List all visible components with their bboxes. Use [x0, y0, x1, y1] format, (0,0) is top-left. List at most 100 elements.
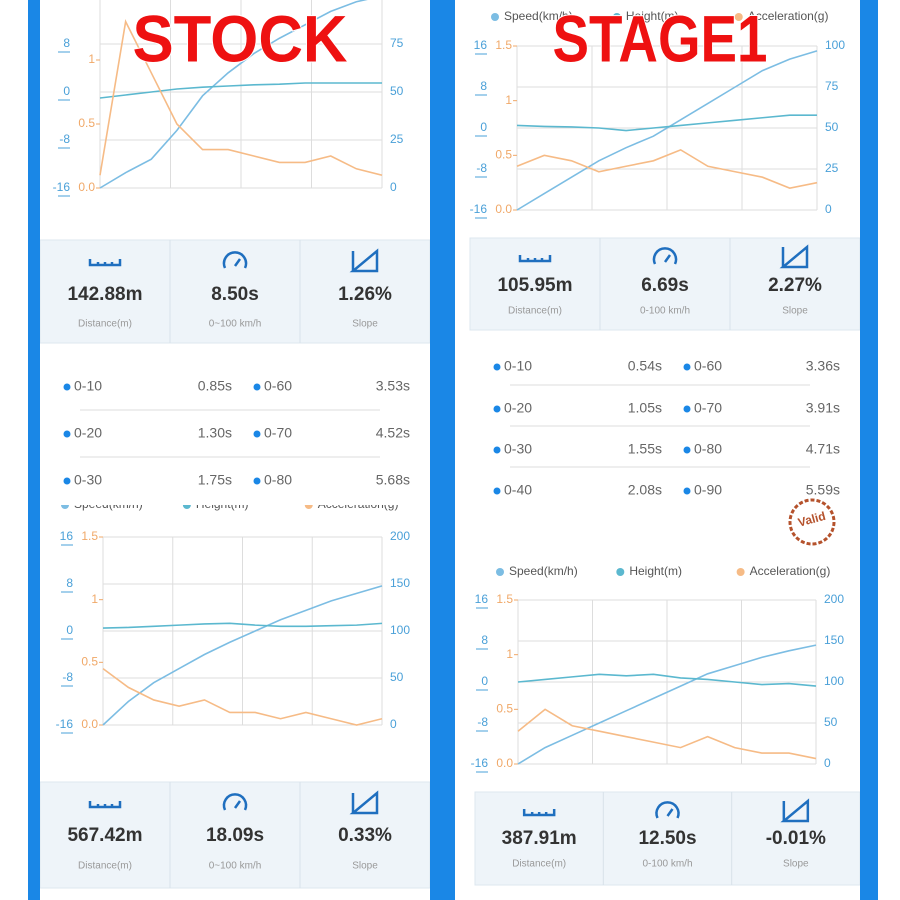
y-tick-label: 0: [390, 717, 397, 731]
split-range: 0-70: [264, 425, 292, 441]
y2-tick-label: -16: [56, 717, 74, 731]
series-line: [517, 708, 817, 760]
y2-tick-label: -8: [476, 161, 487, 175]
speed-icon: [655, 801, 680, 819]
blue-edge: [28, 0, 40, 900]
series-line: [102, 622, 383, 629]
stats-bar: [469, 237, 860, 331]
y-tick-label: 50: [390, 670, 404, 684]
split-dot: [253, 383, 261, 391]
y-tick-label: 0: [824, 756, 831, 770]
y3-tick-label: 1: [506, 647, 513, 661]
y-tick-label: 200: [390, 529, 410, 543]
y-tick-label: 25: [825, 161, 839, 175]
legend-label: Height(m): [629, 564, 682, 578]
y2-tick-label: 8: [63, 36, 70, 50]
stat-value: 18.09s: [206, 825, 264, 846]
series-line: [516, 114, 817, 132]
y-tick-label: 100: [825, 38, 845, 52]
slope-icon: [779, 244, 809, 269]
panel: 200 150 100 50 0 16 8 0 -8 -16 1.5 1 0.5 0.0 Speed(km/…: [40, 497, 430, 900]
y3-tick-label: 0.5: [78, 116, 95, 130]
legend-label: Acceleration(g): [318, 497, 399, 511]
y3-tick-label: 0.5: [81, 655, 98, 669]
legend-dot: [304, 505, 313, 509]
stat-value: 1.26%: [338, 284, 392, 305]
series-line: [99, 82, 382, 99]
split-dot: [63, 383, 71, 391]
y-tick-label: 50: [825, 120, 839, 134]
stat-label: 0-100 km/h: [642, 859, 692, 870]
legend-label: Speed(km/h): [509, 564, 578, 578]
split-time: 5.59s: [806, 482, 840, 498]
split-time: 1.75s: [198, 472, 232, 488]
y2-tick-label: 0: [66, 623, 73, 637]
split-range: 0-60: [694, 358, 722, 374]
legend-dot: [61, 505, 69, 509]
series-line: [516, 148, 818, 189]
split-range: 0-80: [264, 472, 292, 488]
legend-label: Acceleration(g): [750, 564, 831, 578]
split-range: 0-20: [504, 400, 532, 416]
stat-label: 0~100 km/h: [209, 319, 262, 330]
y2-tick-label: -16: [470, 202, 488, 216]
stat-value: 0.33%: [338, 825, 392, 846]
series-line: [99, 19, 383, 176]
split-range: 0-10: [504, 358, 532, 374]
stat-value: 2.27%: [768, 275, 822, 296]
y2-tick-label: -16: [53, 180, 71, 194]
split-time: 0.54s: [628, 358, 662, 374]
y-tick-label: 150: [390, 576, 410, 590]
speed-icon: [222, 251, 248, 269]
split-time: 1.05s: [628, 400, 662, 416]
stat-value: 105.95m: [497, 275, 572, 296]
stat-label: Slope: [352, 861, 378, 872]
y-tick-label: 75: [390, 36, 404, 50]
speed-icon: [652, 247, 678, 265]
y2-tick-label: 16: [474, 38, 488, 52]
stats-bar: [40, 781, 430, 889]
split-dot: [683, 487, 691, 495]
split-time: 1.55s: [628, 441, 662, 457]
speed-icon: [222, 793, 248, 811]
split-dot: [253, 430, 261, 438]
split-dot: [63, 477, 71, 485]
split-range: 0-90: [694, 482, 722, 498]
legend-label: Speed(km/h): [74, 497, 143, 511]
split-range: 0-10: [74, 378, 102, 394]
panel: 100 75 50 25 0 16 8 0 -8 -16 1.5 1 0.5 0.0 Speed(km/h)…: [455, 0, 860, 500]
y2-tick-label: 8: [481, 633, 488, 647]
y2-tick-label: -8: [477, 715, 488, 729]
stat-value: 12.50s: [638, 828, 696, 849]
overlay-label: STAGE1: [553, 1, 768, 75]
blue-edge: [860, 0, 878, 900]
distance-icon: [88, 801, 122, 809]
y3-tick-label: 1.5: [496, 592, 513, 606]
stat-label: Distance(m): [78, 319, 132, 330]
y-tick-label: 100: [824, 674, 844, 688]
distance-icon: [88, 259, 122, 267]
y3-tick-label: 0.0: [81, 717, 98, 731]
legend-label: Height(m): [626, 9, 679, 23]
stat-value: 8.50s: [211, 284, 259, 305]
legend-label: Acceleration(g): [748, 9, 829, 23]
panel: 200 150 100 50 0 16 8 0 -8 -16 1.5 1 0.5 0.0 Speed(km/…: [455, 505, 860, 900]
distance-icon: [518, 255, 552, 263]
y3-tick-label: 1: [91, 592, 98, 606]
y3-tick-label: 1.5: [81, 529, 98, 543]
stat-value: -0.01%: [766, 828, 826, 849]
split-time: 3.53s: [376, 378, 410, 394]
y2-tick-label: 0: [480, 120, 487, 134]
split-range: 0-40: [504, 482, 532, 498]
stat-label: 0-100 km/h: [640, 306, 690, 317]
stat-label: 0~100 km/h: [209, 861, 262, 872]
legend-dot: [736, 568, 745, 576]
stat-label: Slope: [783, 859, 809, 870]
y3-tick-label: 0.0: [496, 756, 513, 770]
y2-tick-label: 8: [66, 576, 73, 590]
y-tick-label: 100: [390, 623, 410, 637]
y-tick-label: 50: [390, 84, 404, 98]
legend-dot: [734, 13, 743, 21]
legend-dot: [182, 505, 191, 509]
split-range: 0-60: [264, 378, 292, 394]
